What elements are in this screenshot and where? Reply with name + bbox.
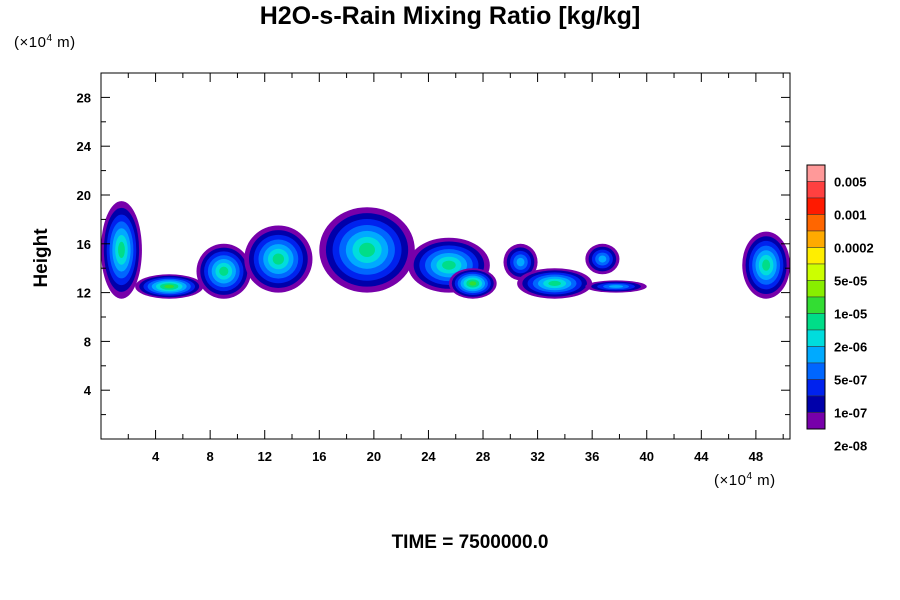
legend-label: 0.005 bbox=[834, 175, 867, 190]
legend-swatch bbox=[806, 164, 826, 182]
y-tick-label: 20 bbox=[77, 188, 91, 203]
cloud-region bbox=[135, 274, 204, 299]
legend-label: 5e-05 bbox=[834, 274, 867, 289]
y-tick-label: 16 bbox=[77, 237, 91, 252]
legend-swatch bbox=[806, 263, 826, 281]
time-label: TIME = 7500000.0 bbox=[391, 532, 549, 553]
cloud-region bbox=[448, 268, 497, 299]
cloud-region bbox=[585, 280, 647, 293]
x-tick-label: 44 bbox=[694, 449, 709, 464]
x-tick-label: 48 bbox=[749, 449, 763, 464]
legend-swatch bbox=[806, 181, 826, 199]
cloud-region bbox=[196, 243, 252, 299]
chart-title: H2O-s-Rain Mixing Ratio [kg/kg] bbox=[259, 2, 641, 30]
cloud-contour bbox=[118, 241, 125, 259]
x-tick-label: 36 bbox=[585, 449, 599, 464]
x-tick-label: 28 bbox=[476, 449, 490, 464]
legend-swatch bbox=[806, 247, 826, 265]
legend-swatch bbox=[806, 313, 826, 331]
x-tick-label: 32 bbox=[530, 449, 544, 464]
legend-label: 2e-08 bbox=[834, 439, 867, 454]
x-tick-label: 40 bbox=[640, 449, 654, 464]
y-tick-label: 12 bbox=[77, 286, 91, 301]
y-tick-label: 4 bbox=[84, 383, 92, 398]
legend-label: 5e-07 bbox=[834, 373, 867, 388]
cloud-contour bbox=[608, 285, 624, 288]
x-tick-label: 24 bbox=[421, 449, 436, 464]
x-tick-label: 12 bbox=[257, 449, 271, 464]
x-tick-label: 16 bbox=[312, 449, 326, 464]
cloud-contour bbox=[598, 255, 607, 263]
cloud-region bbox=[503, 243, 538, 281]
legend-swatch bbox=[806, 362, 826, 380]
cloud-contour bbox=[359, 242, 376, 258]
cloud-contour bbox=[762, 259, 771, 271]
legend-label: 0.001 bbox=[834, 208, 867, 223]
cloud-contour bbox=[469, 281, 477, 286]
legend-label: 0.0002 bbox=[834, 241, 874, 256]
cloud-contour bbox=[548, 280, 561, 286]
y-tick-label: 28 bbox=[77, 90, 91, 105]
legend-swatch bbox=[806, 346, 826, 364]
x-tick-label: 4 bbox=[152, 449, 160, 464]
y-tick-label: 24 bbox=[77, 139, 92, 154]
y-tick-label: 8 bbox=[84, 334, 91, 349]
legend-label: 1e-07 bbox=[834, 406, 867, 421]
cloud-contour bbox=[219, 266, 229, 276]
x-axis-unit: (×104 m) bbox=[714, 471, 776, 489]
legend-swatch bbox=[806, 379, 826, 397]
cloud-region bbox=[101, 201, 142, 299]
cloud-contour bbox=[164, 284, 175, 289]
cloud-region bbox=[742, 231, 790, 299]
legend-frame bbox=[806, 164, 826, 430]
cloud-contour bbox=[442, 260, 456, 270]
plot-frame bbox=[100, 72, 791, 440]
y-axis-unit: (×104 m) bbox=[14, 33, 76, 51]
legend-swatch bbox=[806, 280, 826, 298]
cloud-region bbox=[517, 268, 593, 299]
legend-swatch bbox=[806, 230, 826, 248]
x-tick-label: 8 bbox=[207, 449, 214, 464]
cloud-region bbox=[319, 207, 415, 293]
legend-label: 1e-05 bbox=[834, 307, 867, 322]
cloud-region bbox=[244, 225, 313, 293]
cloud-contour bbox=[516, 257, 525, 267]
legend-swatch bbox=[806, 214, 826, 232]
legend-swatch bbox=[806, 395, 826, 413]
legend-swatch bbox=[806, 296, 826, 314]
x-tick-label: 20 bbox=[367, 449, 381, 464]
legend-swatch bbox=[806, 197, 826, 215]
cloud-contour bbox=[272, 253, 285, 265]
cloud-region bbox=[585, 243, 620, 275]
cloud-region bbox=[407, 237, 490, 293]
legend-swatch bbox=[806, 412, 826, 430]
legend-swatch bbox=[806, 329, 826, 347]
legend-label: 2e-06 bbox=[834, 340, 867, 355]
